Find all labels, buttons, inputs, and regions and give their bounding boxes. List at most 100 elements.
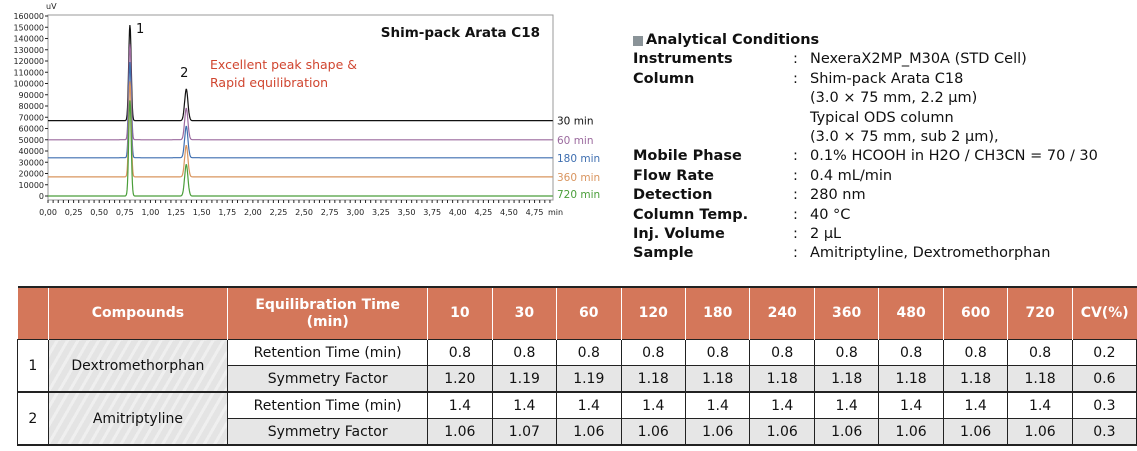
value-cell: 1.18 xyxy=(942,365,1009,393)
condition-row: Column: Shim-pack Arata C18 xyxy=(633,70,1098,89)
condition-label xyxy=(633,89,793,108)
conditions-heading: Analytical Conditions xyxy=(646,32,820,48)
condition-row: Inj. Volume:2 µL xyxy=(633,225,1098,244)
colon: : xyxy=(793,245,798,262)
trace-720-min xyxy=(48,100,553,197)
condition-value: 0.1% HCOOH in H2O / CH3CN = 70 / 30 xyxy=(810,148,1098,165)
y-tick-label: 130000 xyxy=(13,46,44,55)
metric-label: Symmetry Factor xyxy=(227,418,429,446)
x-tick-label: 4,75 xyxy=(526,208,544,217)
column-header: Equilibration Time (min) xyxy=(227,287,428,340)
value-cell: 1.4 xyxy=(427,391,493,419)
column-header: 720 xyxy=(1007,287,1073,340)
y-tick-label: 160000 xyxy=(13,12,44,21)
value-cell: 0.8 xyxy=(491,339,558,366)
condition-label: Instruments xyxy=(633,51,733,68)
y-tick-label: 110000 xyxy=(13,68,44,77)
column-header: 480 xyxy=(878,287,944,340)
value-cell: 1.06 xyxy=(556,418,622,446)
column-header: 60 xyxy=(556,287,622,340)
value-cell: 1.18 xyxy=(749,365,815,393)
series-label: 30 min xyxy=(557,116,594,128)
value-cell: 0.8 xyxy=(427,339,493,366)
metric-label: Retention Time (min) xyxy=(227,339,429,366)
value-cell: 1.4 xyxy=(556,391,622,419)
condition-value: NexeraX2MP_M30A (STD Cell) xyxy=(810,51,1027,68)
trace-360-min xyxy=(48,81,553,178)
value-cell: 0.2 xyxy=(1071,339,1137,366)
x-tick-label: 0,00 xyxy=(39,208,57,217)
value-cell: 1.07 xyxy=(491,418,558,446)
value-cell: 1.18 xyxy=(813,365,880,393)
column-header: CV(%) xyxy=(1071,287,1137,340)
colon xyxy=(793,89,810,108)
value-cell: 0.8 xyxy=(1007,339,1073,366)
series-label: 180 min xyxy=(557,153,600,165)
condition-label xyxy=(633,109,793,128)
value-cell: 1.18 xyxy=(620,365,687,393)
y-axis-unit: uV xyxy=(46,2,57,11)
compound-number: 1 xyxy=(17,339,49,393)
value-cell: 1.18 xyxy=(684,365,751,393)
y-tick-label: 120000 xyxy=(13,57,44,66)
column-header: 240 xyxy=(749,287,815,340)
value-cell: 1.4 xyxy=(684,391,751,419)
x-tick-label: 3,25 xyxy=(372,208,390,217)
value-cell: 1.18 xyxy=(878,365,944,393)
metric-label: Retention Time (min) xyxy=(227,391,429,419)
value-cell: 0.8 xyxy=(684,339,751,366)
table-row: 1 Dextromethorphan Retention Time (min) 0.8… xyxy=(17,339,1137,393)
value-cell: 1.4 xyxy=(491,391,558,419)
peak-label: 1 xyxy=(136,22,144,37)
y-tick-label: 10000 xyxy=(19,181,44,190)
value-cell: 0.8 xyxy=(878,339,944,366)
chromatogram-chart: uV 0 10000 20000 30000 40000 50000 60000 70000 80… xyxy=(13,2,600,217)
condition-value: (3.0 × 75 mm, 2.2 µm) xyxy=(810,90,978,107)
condition-label: Sample xyxy=(633,245,694,262)
condition-value: Shim-pack Arata C18 xyxy=(810,70,964,87)
condition-row: Sample: Amitriptyline, Dextromethorphan xyxy=(633,244,1098,263)
value-cell: 1.06 xyxy=(1007,418,1073,446)
value-cell: 1.4 xyxy=(1007,391,1073,419)
value-cell: 1.20 xyxy=(427,365,493,393)
condition-label xyxy=(633,128,793,147)
condition-row: Column Temp.:40 °C xyxy=(633,206,1098,225)
condition-row: (3.0 × 75 mm, sub 2 µm), xyxy=(633,128,1098,147)
y-tick-label: 50000 xyxy=(19,136,44,145)
metric-label: Symmetry Factor xyxy=(227,365,429,393)
x-tick-label: 4,25 xyxy=(474,208,492,217)
y-tick-label: 30000 xyxy=(19,158,44,167)
y-tick-label: 150000 xyxy=(13,23,44,32)
y-tick-label: 40000 xyxy=(19,147,44,156)
condition-value: Amitriptyline, Dextromethorphan xyxy=(810,245,1051,262)
compound-name: Amitriptyline xyxy=(47,391,229,446)
column-header: 120 xyxy=(620,287,686,340)
condition-value: 280 nm xyxy=(810,187,866,204)
table-row: Symmetry Factor 1.20 1.19 1.19 1.18 1.18 1.18 1… xyxy=(18,365,1137,393)
y-tick-label: 90000 xyxy=(19,91,44,100)
x-tick-label: 2,00 xyxy=(244,208,262,217)
condition-row: Detection:280 nm xyxy=(633,186,1098,205)
series-label: 360 min xyxy=(557,172,600,184)
x-tick-label: 3,00 xyxy=(346,208,364,217)
table-row: 2 Amitriptyline Retention Time (min) 1.4 1.4… xyxy=(17,391,1137,446)
colon: : xyxy=(793,70,798,87)
value-cell: 0.8 xyxy=(813,339,880,366)
value-cell: 1.4 xyxy=(620,391,687,419)
x-tick-label: 2,75 xyxy=(321,208,339,217)
value-cell: 1.4 xyxy=(749,391,815,419)
condition-row: Instruments: NexeraX2MP_M30A (STD Cell) xyxy=(633,50,1098,69)
value-cell: 1.19 xyxy=(556,365,622,393)
value-cell: 1.18 xyxy=(1007,365,1073,393)
value-cell: 1.06 xyxy=(427,418,493,446)
colon: : xyxy=(793,51,798,68)
x-tick-label: 1,25 xyxy=(167,208,185,217)
value-cell: 1.06 xyxy=(813,418,880,446)
condition-label: Mobile Phase xyxy=(633,148,742,165)
column-header: 10 xyxy=(427,287,493,340)
condition-value: 40 °C xyxy=(810,206,851,223)
column-header: 180 xyxy=(684,287,750,340)
column-header xyxy=(17,287,49,340)
value-cell: 1.06 xyxy=(684,418,751,446)
series-label: 60 min xyxy=(557,135,594,147)
